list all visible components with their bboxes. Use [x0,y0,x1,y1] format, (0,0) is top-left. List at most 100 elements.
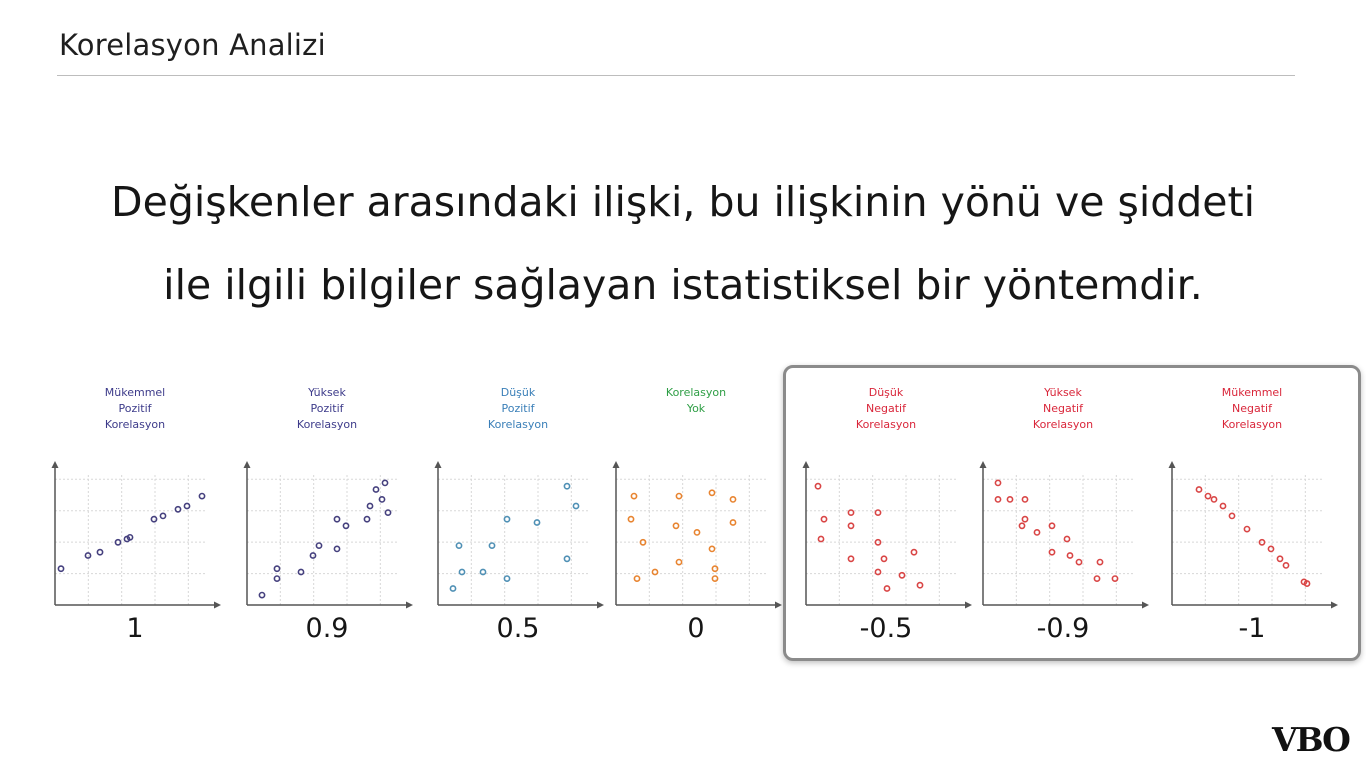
scatter-point [315,542,323,549]
scatter-point [1021,515,1029,523]
plot-title-line: Korelasyon [296,418,358,431]
y-axis-arrow [434,461,442,468]
scatter-point [1276,555,1284,563]
plot-title-line: Korelasyon [1221,418,1283,431]
title-divider [57,75,1295,76]
scatter-point [1018,522,1026,530]
scatter-point [639,538,647,546]
scatter-point [297,568,305,576]
correlation-value-label: -0.9 [1036,613,1090,644]
plot-title-line: Negatif [1232,402,1272,415]
scatter-point [384,509,392,516]
x-axis-arrow [406,601,413,609]
scatter-plot-1: Mükemmel Pozitif Korelasyon 1 [45,380,225,645]
scatter-point [1096,558,1104,566]
scatter-point [1210,496,1218,503]
scatter-point [1303,580,1311,587]
scatter-plot-canvas [802,461,972,609]
scatter-point [994,496,1002,503]
scatter-point [814,482,822,490]
scatter-point [449,585,457,592]
plot-title-line: Düşük [500,386,536,399]
scatter-point [1228,512,1236,520]
scatter-point [1093,575,1101,582]
x-axis-arrow [1142,601,1149,609]
y-axis-arrow [979,461,987,468]
scatter-plot-canvas [612,461,782,609]
scatter-point [883,585,891,592]
negative-correlation-highlight-box [783,365,1361,661]
x-axis-arrow [214,601,221,609]
body-text-line-2: ile ilgili bilgiler sağlayan istatistiks… [163,261,1203,309]
scatter-point [1267,545,1275,553]
scatter-point [910,548,918,556]
scatter-point [503,575,511,582]
scatter-point [874,509,882,516]
scatter-point [675,492,683,500]
x-axis-arrow [965,601,972,609]
scatter-point [708,489,716,497]
scatter-point [333,545,341,553]
x-axis-arrow [775,601,782,609]
scatter-point [1204,492,1212,500]
plot-title-line: Pozitif [501,402,535,415]
plot-title-line: Negatif [866,402,906,415]
scatter-point [1033,529,1041,536]
scatter-point [533,519,541,526]
scatter-point [1282,562,1290,569]
scatter-point [1111,575,1119,582]
scatter-point [150,515,158,523]
scatter-plot-5: Düşük Negatif Korelasyon -0.5 [796,380,976,645]
scatter-plot-2: Yüksek Pozitif Korelasyon 0.9 [237,380,417,645]
y-axis-arrow [612,461,620,468]
scatter-point [1006,496,1014,503]
scatter-plot-6: Yüksek Negatif Korelasyon -0.9 [973,380,1153,645]
plot-title-line: Korelasyon [1032,418,1094,431]
scatter-point [729,496,737,503]
scatter-plot-canvas [1168,461,1338,609]
scatter-point [488,542,496,549]
correlation-value-label: 1 [126,613,144,644]
scatter-point [114,538,122,546]
correlation-value-label: 0.9 [305,613,349,644]
scatter-point [372,486,380,493]
scatter-point [916,581,924,589]
scatter-point [363,515,371,523]
scatter-point [1258,538,1266,546]
plot-title-line: Korelasyon [665,386,727,399]
scatter-point [273,565,281,573]
scatter-point [1219,502,1227,510]
plot-title-line: Korelasyon [855,418,917,431]
plot-title: Düşük Negatif Korelasyon [796,385,976,433]
scatter-point [874,568,882,576]
scatter-point [342,522,350,530]
plot-title-line: Mükemmel [1221,386,1283,399]
scatter-point [198,492,206,500]
slide-title: Korelasyon Analizi [59,28,326,62]
scatter-point [563,555,571,563]
scatter-point [874,538,882,546]
scatter-point [458,568,466,576]
scatter-point [651,568,659,576]
plot-title-line: Yok [686,402,706,415]
scatter-point [847,555,855,563]
correlation-value-label: -0.5 [859,613,913,644]
scatter-point [627,515,635,523]
vbo-logo: VBO [1272,720,1351,759]
scatter-point [729,519,737,526]
plot-title: Yüksek Pozitif Korelasyon [237,385,417,433]
scatter-point [672,522,680,530]
correlation-value-label: -1 [1238,613,1266,644]
scatter-point [309,552,317,559]
y-axis-arrow [1168,461,1176,468]
plot-title: Korelasyon Yok [606,385,786,417]
plot-title: Mükemmel Negatif Korelasyon [1162,385,1342,433]
plot-title-line: Pozitif [118,402,152,415]
scatter-plot-canvas [243,461,413,609]
scatter-point [366,502,374,510]
scatter-point [572,502,580,510]
plot-title-line: Korelasyon [487,418,549,431]
scatter-point [1075,558,1083,566]
scatter-point [820,515,828,523]
scatter-point [273,575,281,582]
